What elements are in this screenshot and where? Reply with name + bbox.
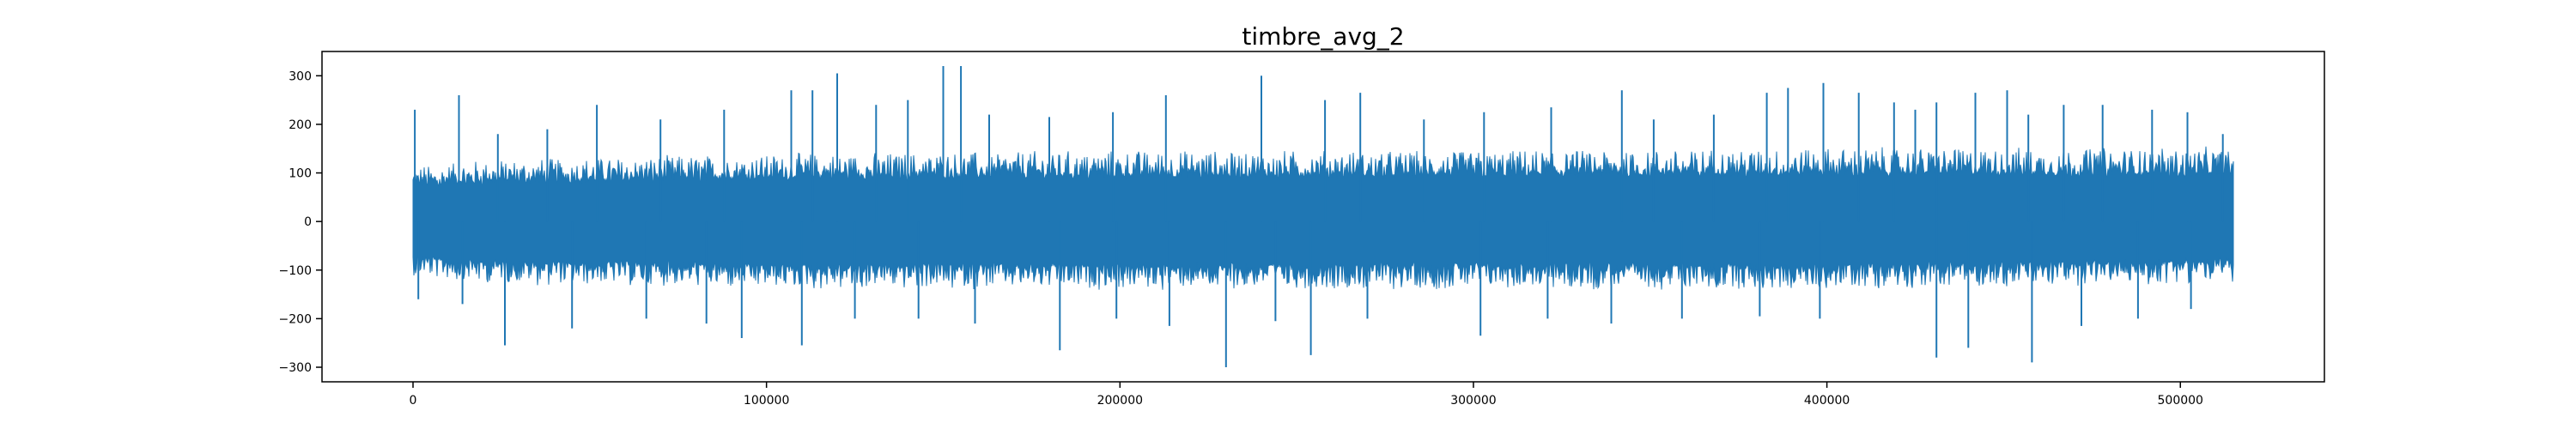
y-tick-label-4: 100: [289, 167, 312, 181]
y-axis: −300 −200 −100 0 100 200 300: [279, 69, 322, 375]
x-tick-label-1: 100000: [744, 394, 789, 408]
x-tick-label-5: 500000: [2158, 394, 2203, 408]
chart-title: timbre_avg_2: [1242, 22, 1404, 51]
series-layer: [412, 66, 2234, 367]
x-tick-label-0: 0: [410, 394, 417, 408]
y-tick-label-2: −100: [279, 264, 312, 278]
y-tick-label-6: 300: [289, 69, 312, 83]
x-axis: 0 100000 200000 300000 400000 500000: [410, 382, 2203, 408]
y-tick-label-1: −200: [279, 312, 312, 326]
plot-frame: [321, 51, 2325, 383]
y-tick-label-0: −300: [279, 361, 312, 375]
x-tick-label-4: 400000: [1804, 394, 1850, 408]
series-0-signal-band: [412, 146, 2234, 290]
x-tick-label-2: 200000: [1097, 394, 1143, 408]
y-tick-label-3: 0: [304, 215, 312, 229]
y-tick-label-5: 200: [289, 118, 312, 132]
x-tick-label-3: 300000: [1450, 394, 1496, 408]
